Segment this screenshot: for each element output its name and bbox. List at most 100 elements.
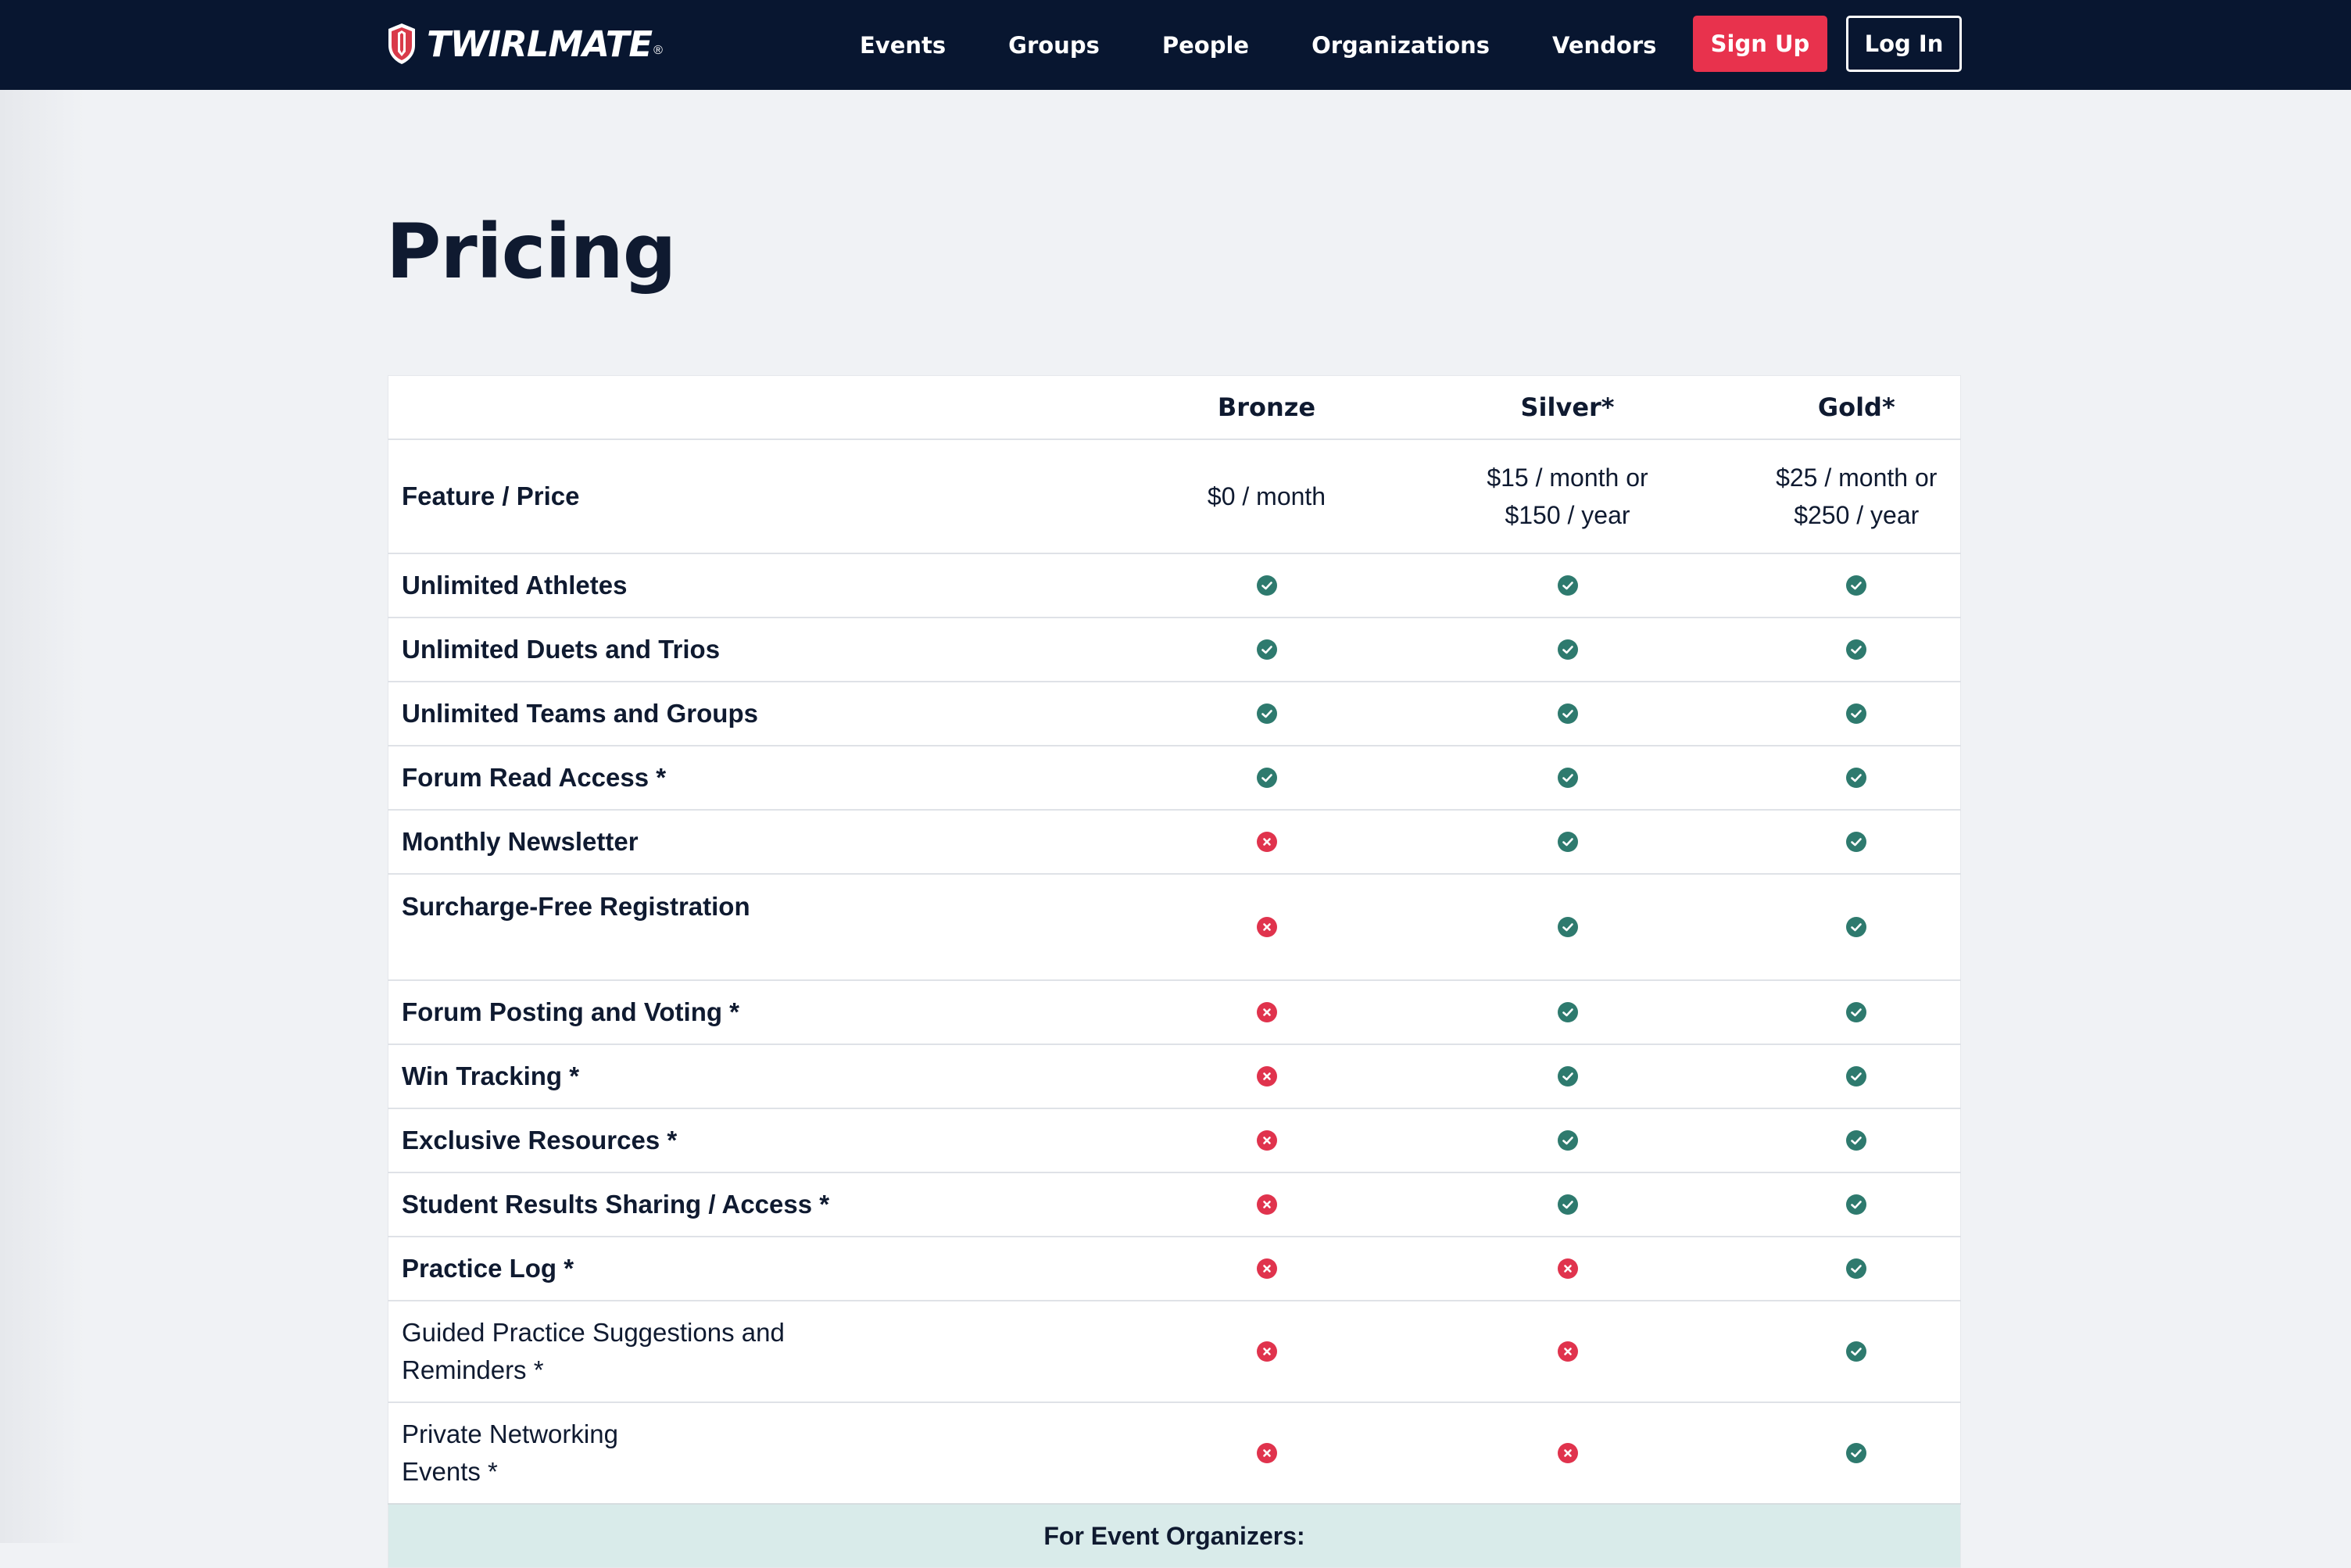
availability-silver [1382,1402,1753,1504]
availability-silver [1382,617,1753,682]
check-circle-icon [1846,1341,1867,1362]
feature-name: Unlimited Teams and Groups [388,681,1151,746]
price-bronze: $0 / month [1150,439,1383,553]
feature-name: Forum Posting and Voting * [388,979,1151,1044]
check-circle-icon [1256,768,1277,788]
plan-name-bronze: Bronze [1150,375,1383,439]
feature-name-line: Unlimited Athletes [402,571,628,600]
logo-wordmark: TWIRLMATE [427,23,653,65]
registered-mark: ® [653,44,663,57]
availability-bronze [1150,1108,1383,1172]
section-header-row: For Event Organizers: [388,1503,1961,1568]
availability-silver [1382,1172,1753,1237]
check-circle-icon [1256,703,1277,724]
x-circle-icon [1256,832,1277,852]
availability-bronze [1150,553,1383,618]
feature-name-line: Student Results Sharing / Access * [402,1190,830,1219]
availability-bronze [1150,979,1383,1044]
check-circle-icon [1846,1066,1867,1087]
price-row: Feature / Price $0 / month $15 / month o… [388,439,1961,553]
feature-row: Guided Practice Suggestions and Reminders… [388,1300,1961,1402]
x-circle-icon [1557,1341,1578,1362]
section-header-event-organizers: For Event Organizers: [388,1503,1961,1568]
availability-silver [1382,873,1753,980]
check-circle-icon [1846,1194,1867,1215]
availability-bronze [1150,1236,1383,1301]
availability-gold [1752,809,1961,874]
availability-gold [1752,745,1961,810]
nav-link-vendors[interactable]: Vendors [1552,31,1657,59]
feature-name: Exclusive Resources * [388,1108,1151,1172]
check-circle-icon [1557,832,1578,852]
check-circle-icon [1846,575,1867,596]
price-line: $0 / month [1207,482,1326,510]
feature-row: Monthly Newsletter [388,809,1961,874]
nav-link-people[interactable]: People [1161,31,1250,59]
nav-link-organizations[interactable]: Organizations [1311,31,1490,59]
main-nav: Events Groups People Organizations Vendo… [860,0,1719,90]
check-circle-icon [1846,1258,1867,1279]
availability-silver [1382,1300,1753,1402]
check-circle-icon [1846,768,1867,788]
feature-name: Student Results Sharing / Access * [388,1172,1151,1237]
availability-gold [1752,873,1961,980]
availability-gold [1752,1300,1961,1402]
availability-silver [1382,553,1753,618]
availability-gold [1752,1044,1961,1108]
feature-row: Forum Posting and Voting * [388,979,1961,1044]
price-line: $25 / month or [1776,464,1938,492]
availability-bronze [1150,617,1383,682]
page-title: Pricing [386,208,676,295]
feature-name-line: Private Networking [402,1419,618,1448]
twirlmate-logo[interactable]: TWIRLMATE ® [386,20,663,67]
check-circle-icon [1557,703,1578,724]
feature-name-line: Forum Read Access * [402,763,667,792]
availability-silver [1382,681,1753,746]
feature-name-line: Events * [402,1457,498,1486]
feature-row: Surcharge-Free Registration [388,873,1961,980]
price-silver: $15 / month or $150 / year [1382,439,1753,553]
empty-header-cell [388,375,1151,439]
feature-name-line: Unlimited Teams and Groups [402,699,758,728]
feature-name: Win Tracking * [388,1044,1151,1108]
availability-gold [1752,1108,1961,1172]
page-background-shade [0,90,86,1543]
feature-row: Student Results Sharing / Access * [388,1172,1961,1237]
x-circle-icon [1256,1258,1277,1279]
x-circle-icon [1256,1002,1277,1022]
x-circle-icon [1557,1258,1578,1279]
availability-silver [1382,809,1753,874]
check-circle-icon [1846,639,1867,660]
availability-gold [1752,553,1961,618]
availability-gold [1752,1172,1961,1237]
feature-name-line: Reminders * [402,1355,544,1384]
top-navigation-bar: TWIRLMATE ® Events Groups People Organiz… [0,0,2351,90]
feature-row: Private Networking Events * [388,1402,1961,1504]
check-circle-icon [1256,639,1277,660]
feature-row: Forum Read Access * [388,745,1961,810]
feature-name-line: Unlimited Duets and Trios [402,635,721,664]
price-gold: $25 / month or $250 / year [1752,439,1961,553]
log-in-button[interactable]: Log In [1846,16,1962,72]
feature-row: Practice Log * [388,1236,1961,1301]
feature-row: Unlimited Teams and Groups [388,681,1961,746]
sign-up-button[interactable]: Sign Up [1693,16,1827,72]
availability-bronze [1150,1402,1383,1504]
check-circle-icon [1846,832,1867,852]
plan-name-silver: Silver* [1382,375,1753,439]
nav-link-groups[interactable]: Groups [1008,31,1100,59]
feature-row: Unlimited Duets and Trios [388,617,1961,682]
check-circle-icon [1557,639,1578,660]
check-circle-icon [1256,575,1277,596]
nav-link-events[interactable]: Events [860,31,946,59]
x-circle-icon [1256,1194,1277,1215]
feature-name-line: Surcharge-Free Registration [402,892,750,921]
feature-name: Guided Practice Suggestions and Reminders… [388,1300,1151,1402]
availability-silver [1382,1108,1753,1172]
availability-bronze [1150,1300,1383,1402]
feature-row: Win Tracking * [388,1044,1961,1108]
check-circle-icon [1846,1443,1867,1463]
availability-gold [1752,979,1961,1044]
feature-name: Unlimited Duets and Trios [388,617,1151,682]
x-circle-icon [1256,917,1277,937]
